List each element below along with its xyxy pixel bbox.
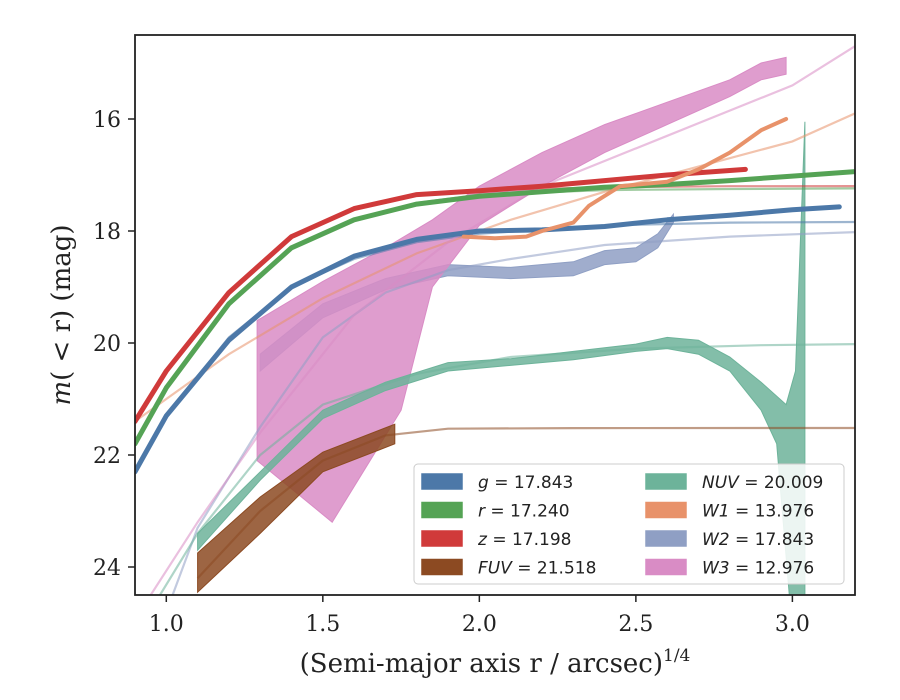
legend-label: FUV = 21.518 [478, 559, 596, 579]
legend-item-r: r = 17.240 [421, 501, 570, 522]
legend-label: g = 17.843 [478, 473, 573, 493]
legend-frame [413, 463, 845, 585]
legend-label: W1 = 13.976 [702, 502, 814, 522]
uncertainty-band-nuv [197, 121, 806, 595]
legend-swatch [645, 501, 687, 519]
model-curve-w3 [149, 45, 855, 595]
y-tick-label: 16 [93, 108, 121, 133]
plot-frame [134, 34, 856, 596]
legend-swatch [645, 530, 687, 547]
y-axis-label: m( < r) (mag) [47, 224, 77, 405]
x-axis-ticks: 1.0 1.5 2.0 2.5 3.0 [149, 595, 810, 637]
legend-swatch [645, 473, 687, 490]
legend-item-w3: W3 = 12.976 [645, 558, 814, 579]
legend-swatch [421, 530, 463, 547]
y-tick-label: 20 [93, 332, 121, 357]
model-curve-w1 [135, 112, 855, 423]
data-curve-r [135, 169, 855, 447]
x-tick-label: 2.0 [462, 612, 497, 637]
legend-label: W3 = 12.976 [702, 559, 814, 579]
y-tick-label: 18 [93, 220, 121, 245]
data-curves [135, 117, 855, 475]
legend-item-w2: W2 = 17.843 [645, 530, 814, 550]
data-curve-g [135, 204, 842, 475]
legend-label: NUV = 20.009 [702, 473, 823, 493]
legend-swatch [421, 558, 463, 576]
legend-item-nuv: NUV = 20.009 [645, 473, 823, 493]
legend-item-w1: W1 = 13.976 [645, 501, 814, 522]
legend-item-fuv: FUV = 21.518 [421, 558, 596, 579]
y-tick-label: 22 [93, 444, 121, 469]
x-tick-label: 1.0 [149, 612, 184, 637]
data-curve-z [135, 166, 748, 424]
x-tick-label: 2.5 [618, 612, 653, 637]
legend-swatch [645, 558, 687, 576]
legend-label: W2 = 17.843 [702, 530, 814, 550]
legend-swatch [421, 501, 463, 519]
legend-label: z = 17.198 [477, 530, 571, 550]
model-curve-fuv [196, 426, 855, 579]
legend-swatch [421, 473, 463, 490]
x-axis-label: (Semi-major axis r / arcsec)1/4 [300, 646, 691, 679]
legend: g = 17.843 r = 17.240 z = 17.198 FUV = 21.5… [413, 463, 845, 585]
data-curve-w1 [461, 117, 789, 241]
y-axis-ticks: 16 18 20 22 24 [93, 108, 135, 581]
x-axis-label-exponent: 1/4 [663, 646, 690, 666]
x-tick-label: 3.0 [775, 612, 810, 637]
y-tick-label: 24 [93, 556, 121, 581]
x-tick-label: 1.5 [305, 612, 340, 637]
model-curve-nuv [159, 343, 855, 595]
legend-item-g: g = 17.843 [421, 473, 573, 493]
legend-item-z: z = 17.198 [421, 530, 571, 550]
legend-label: r = 17.240 [478, 502, 570, 522]
uncertainty-band-fuv [197, 423, 396, 594]
